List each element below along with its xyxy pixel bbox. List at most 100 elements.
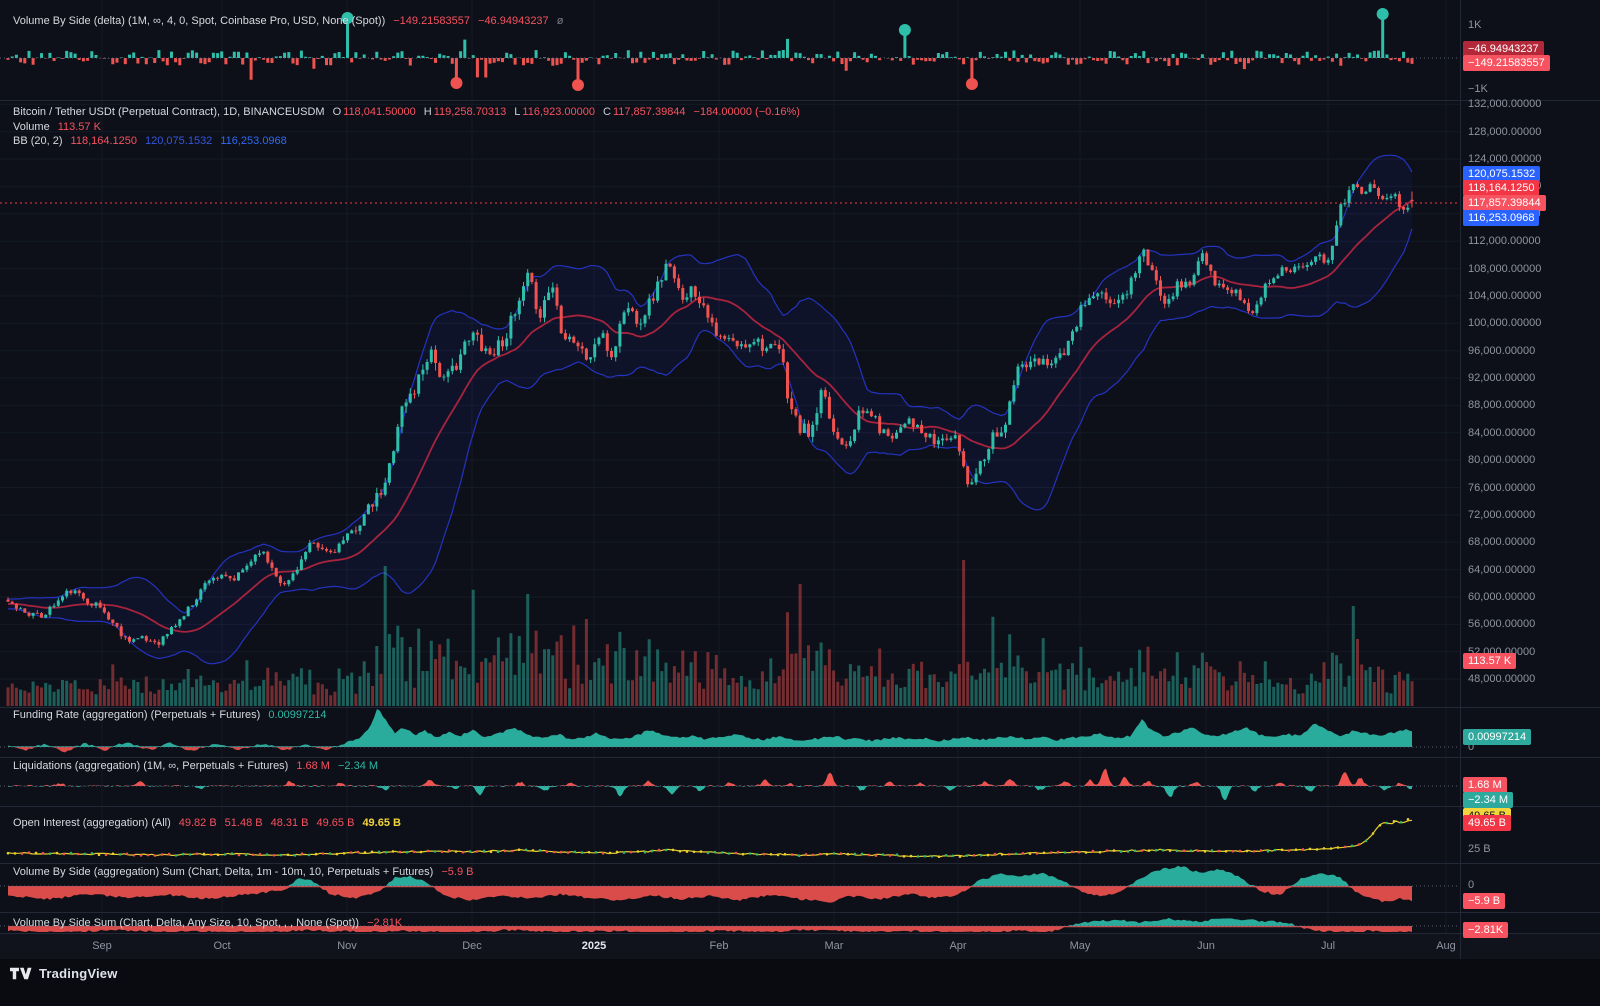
time-tick-label: Sep — [92, 940, 112, 952]
bb-upper-value: 120,075.1532 — [145, 135, 213, 147]
price-tick-label: 68,000.00000 — [1468, 536, 1536, 549]
liq-legend-value2: −2.34 M — [337, 760, 379, 772]
time-tick-label: Jul — [1320, 940, 1336, 952]
separators — [0, 0, 1600, 959]
vbs-aggregation-legend[interactable]: Volume By Side (aggregation) Sum (Chart,… — [13, 866, 473, 879]
liq-price-badge: 1.68 M — [1463, 777, 1507, 793]
price-tick-label: 56,000.00000 — [1468, 618, 1536, 631]
symbol-title: Bitcoin / Tether USDt (Perpetual Contrac… — [13, 106, 325, 118]
delta-legend-symbol: ø — [556, 15, 564, 27]
chart-canvas[interactable] — [0, 0, 1600, 959]
oi-legend-v4: 49.65 B — [316, 817, 355, 829]
main-price-badge: 120,075.1532 — [1463, 166, 1541, 182]
vbs-agg-legend-value: −5.9 B — [441, 866, 474, 878]
liq-price-badge: −2.34 M — [1463, 792, 1514, 808]
price-tick-label: 76,000.00000 — [1468, 481, 1536, 494]
symbol-legend[interactable]: Bitcoin / Tether USDt (Perpetual Contrac… — [13, 106, 800, 119]
delta-axis-label: 1K — [1468, 19, 1482, 31]
tradingview-brand[interactable]: TradingView — [10, 966, 118, 981]
grid-lines — [0, 0, 1460, 933]
brand-name: TradingView — [39, 966, 118, 981]
price-tick-label: 88,000.00000 — [1468, 399, 1536, 412]
delta-legend-value2: −46.94943237 — [478, 15, 549, 27]
delta-price-badge: −46.94943237 — [1463, 41, 1544, 57]
ohlc-low: L 116,923.00000 — [514, 106, 595, 118]
price-tick-label: 108,000.00000 — [1468, 262, 1542, 275]
funding-axis-label: 0 — [1468, 741, 1475, 753]
vbs-sum-legend[interactable]: Volume By Side Sum (Chart, Delta, Any Si… — [13, 917, 402, 930]
vbs_sum-price-badge: −2.81K — [1463, 922, 1509, 938]
candles — [6, 179, 1414, 648]
price-tick-label: 92,000.00000 — [1468, 372, 1536, 385]
price-tick-label: 96,000.00000 — [1468, 344, 1536, 357]
change-value: −184.00000 (−0.16%) — [693, 106, 800, 118]
footer-bar: TradingView — [0, 959, 1600, 1006]
price-tick-label: 104,000.00000 — [1468, 289, 1542, 302]
bb-lower-value: 116,253.0968 — [220, 135, 287, 147]
oi-price-badge: 49.65 B — [1463, 815, 1511, 831]
vbs-aggregation-area — [8, 865, 1412, 903]
ohlc-close: C 117,857.39844 — [603, 106, 686, 118]
oi-legend-v2: 51.48 B — [224, 817, 263, 829]
delta-axis-label: −1K — [1468, 83, 1488, 95]
oi-legend-v3: 48.31 B — [270, 817, 309, 829]
time-tick-label: May — [1069, 940, 1091, 952]
bb-basis-value: 118,164.1250 — [70, 135, 138, 147]
oi-axis-label: 25 B — [1468, 843, 1491, 855]
oi-legend-title: Open Interest (aggregation) (All) — [13, 817, 171, 829]
time-tick-label: Apr — [949, 940, 967, 952]
time-tick-label: Dec — [462, 940, 482, 952]
price-axis[interactable]: 132,000.00000 128,000.00000 124,000.00000 1… — [1460, 0, 1600, 959]
price-tick-label: 132,000.00000 — [1468, 98, 1542, 111]
time-axis[interactable]: Sep Oct Nov Dec 2025 Feb Mar Apr May Jun Jul Aug — [0, 933, 1460, 959]
bollinger-bands — [8, 154, 1413, 665]
price-tick-label: 100,000.00000 — [1468, 317, 1542, 330]
chart-canvas-container[interactable] — [0, 0, 1600, 964]
vbs_agg-axis-label: 0 — [1468, 879, 1475, 891]
price-tick-label: 64,000.00000 — [1468, 563, 1536, 576]
funding-legend-value: 0.00997214 — [268, 709, 327, 721]
volume-legend-title: Volume — [13, 121, 50, 133]
price-tick-label: 112,000.00000 — [1468, 235, 1541, 248]
vbs-sum-legend-value: −2.81K — [367, 917, 403, 929]
tradingview-logo-icon — [10, 967, 32, 980]
time-tick-label: Aug — [1436, 940, 1456, 952]
funding-area — [8, 709, 1412, 753]
oi-legend-v1: 49.82 B — [178, 817, 217, 829]
open-interest-legend[interactable]: Open Interest (aggregation) (All) 49.82 … — [13, 817, 401, 830]
main-price-badge: 117,857.39844 — [1463, 195, 1546, 211]
liq-legend-title: Liquidations (aggregation) (1M, ∞, Perpe… — [13, 760, 289, 772]
time-tick-label: Feb — [709, 940, 729, 952]
delta-price-badge: −149.21583557 — [1463, 55, 1550, 71]
price-tick-label: 48,000.00000 — [1468, 673, 1536, 686]
price-tick-label: 128,000.00000 — [1468, 125, 1542, 138]
volume-histogram — [6, 560, 1414, 706]
delta-legend-title: Volume By Side (delta) (1M, ∞, 4, 0, Spo… — [13, 15, 386, 27]
main-price-badge: 116,253.0968 — [1463, 210, 1540, 226]
price-tick-label: 60,000.00000 — [1468, 591, 1536, 603]
open-interest-line — [6, 818, 1413, 858]
time-tick-label: Oct — [213, 940, 231, 952]
funding-rate-legend[interactable]: Funding Rate (aggregation) (Perpetuals +… — [13, 709, 326, 722]
delta-legend-value1: −149.21583557 — [393, 15, 471, 27]
ohlc-open: O 118,041.50000 — [332, 106, 416, 118]
time-tick-label: 2025 — [581, 940, 607, 952]
funding-legend-title: Funding Rate (aggregation) (Perpetuals +… — [13, 709, 261, 721]
time-tick-label: Jun — [1197, 940, 1215, 952]
vbs-sum-legend-title: Volume By Side Sum (Chart, Delta, Any Si… — [13, 917, 360, 929]
time-tick-label: Mar — [824, 940, 844, 952]
liquidations-series — [8, 768, 1412, 800]
delta-histogram — [6, 8, 1414, 91]
ohlc-high: H 119,258.70313 — [423, 106, 507, 118]
price-tick-label: 72,000.00000 — [1468, 508, 1536, 521]
price-tick-label: 124,000.00000 — [1468, 153, 1542, 166]
liquidations-legend[interactable]: Liquidations (aggregation) (1M, ∞, Perpe… — [13, 760, 378, 773]
main-price-badge: 118,164.1250 — [1463, 180, 1540, 196]
bb-legend[interactable]: BB (20, 2) 118,164.1250 120,075.1532 116… — [13, 135, 287, 148]
vbs-agg-legend-title: Volume By Side (aggregation) Sum (Chart,… — [13, 866, 434, 878]
main-price-badge: 113.57 K — [1463, 653, 1517, 669]
delta-indicator-legend[interactable]: Volume By Side (delta) (1M, ∞, 4, 0, Spo… — [13, 15, 563, 28]
funding-price-badge: 0.00997214 — [1463, 729, 1532, 745]
volume-legend[interactable]: Volume 113.57 K — [13, 121, 101, 134]
